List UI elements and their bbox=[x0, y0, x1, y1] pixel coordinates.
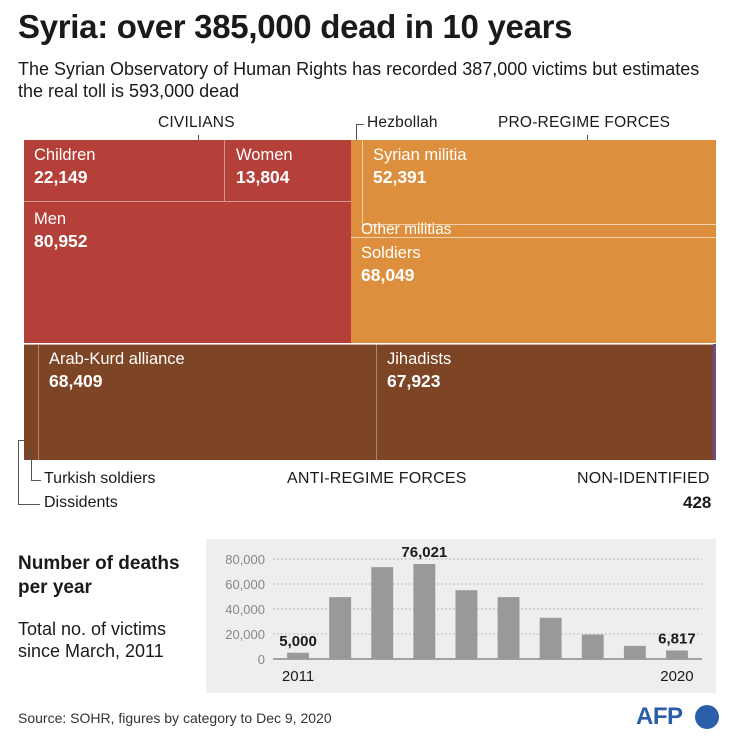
bar-chart-panel: 0 20,000 40,000 60,000 80,000 5,000 76,021 6,81… bbox=[206, 539, 716, 693]
bar-2011 bbox=[287, 652, 309, 659]
cell-children: Children 22,149 bbox=[24, 140, 225, 202]
callout-hezbollah: Hezbollah bbox=[367, 114, 438, 131]
page-title: Syria: over 385,000 dead in 10 years bbox=[18, 8, 573, 45]
cell-value-arab-kurd: 68,409 bbox=[49, 371, 103, 391]
page-subtitle: The Syrian Observatory of Human Rights h… bbox=[18, 59, 700, 101]
bar-2019 bbox=[623, 645, 646, 659]
cell-men: Men 80,952 bbox=[24, 202, 351, 343]
callout-turkish-soldiers: Turkish soldiers bbox=[44, 470, 156, 487]
cell-syrian-militia bbox=[351, 140, 716, 343]
bar-2015 bbox=[455, 590, 478, 659]
group-label-civilians: CIVILIANS bbox=[158, 114, 235, 131]
afp-logo-text: AFP bbox=[636, 703, 683, 730]
total-victims-text: Total no. of victims since March, 2011 bbox=[18, 619, 167, 661]
cell-women: Women 13,804 bbox=[225, 140, 351, 202]
bar-2018 bbox=[581, 634, 604, 659]
cell-non-identified bbox=[713, 344, 716, 460]
cell-value-soldiers: 68,049 bbox=[361, 265, 415, 285]
source-note: Source: SOHR, figures by category to Dec… bbox=[18, 710, 332, 726]
group-label-anti-regime: ANTI-REGIME FORCES bbox=[287, 470, 467, 487]
cell-label: Women bbox=[236, 146, 293, 164]
cell-label-other-militias: Other militias bbox=[361, 221, 452, 238]
bar-2012 bbox=[329, 597, 352, 659]
cell-value-syrian-militia: 52,391 bbox=[373, 167, 427, 187]
group-label-non-identified: NON-IDENTIFIED bbox=[577, 470, 710, 487]
cell-value: 13,804 bbox=[236, 167, 290, 187]
bar-2014 bbox=[413, 563, 436, 659]
callout-dissidents: Dissidents bbox=[44, 494, 118, 511]
group-label-pro-regime: PRO-REGIME FORCES bbox=[498, 114, 671, 131]
x-tick-label: 2020 bbox=[660, 668, 693, 685]
cell-label: Children bbox=[34, 146, 96, 164]
data-label: 5,000 bbox=[279, 633, 317, 650]
bar-2020 bbox=[666, 650, 688, 659]
non-identified-value: 428 bbox=[683, 493, 712, 512]
bar-2013 bbox=[371, 567, 394, 659]
y-tick-label: 40,000 bbox=[225, 602, 265, 617]
cell-jihadists bbox=[376, 344, 713, 460]
data-label: 76,021 bbox=[401, 544, 447, 561]
y-tick-label: 20,000 bbox=[225, 627, 265, 642]
bar-chart: 0 20,000 40,000 60,000 80,000 5,000 76,021 6,81… bbox=[225, 544, 702, 685]
cell-arab-kurd-alliance bbox=[24, 344, 376, 460]
data-label: 6,817 bbox=[658, 630, 696, 647]
cell-value-jihadists: 67,923 bbox=[387, 371, 441, 391]
cell-value: 80,952 bbox=[34, 231, 88, 251]
cell-label: Men bbox=[34, 210, 67, 228]
bar-2016 bbox=[497, 597, 520, 659]
y-tick-label: 0 bbox=[258, 652, 265, 667]
cell-label-soldiers: Soldiers bbox=[361, 244, 421, 262]
y-tick-label: 80,000 bbox=[225, 552, 265, 567]
cell-label-arab-kurd: Arab-Kurd alliance bbox=[49, 350, 185, 368]
cell-value: 22,149 bbox=[34, 167, 88, 187]
y-tick-label: 60,000 bbox=[225, 577, 265, 592]
deaths-per-year-heading: Number of deaths per year bbox=[18, 553, 180, 598]
bar-2017 bbox=[539, 617, 562, 659]
afp-logo-dot bbox=[695, 705, 719, 729]
cell-label-jihadists: Jihadists bbox=[387, 350, 452, 368]
x-tick-label: 2011 bbox=[282, 668, 314, 685]
cell-label-syrian-militia: Syrian militia bbox=[373, 146, 467, 164]
